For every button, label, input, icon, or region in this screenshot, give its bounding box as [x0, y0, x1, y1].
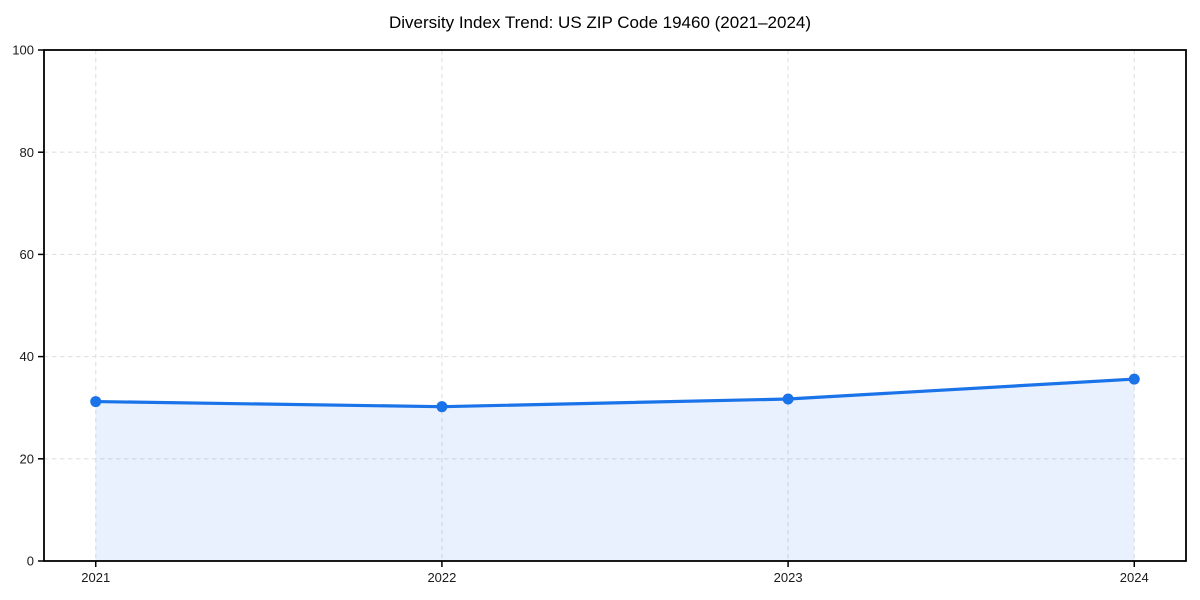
y-tick-label: 20	[20, 451, 34, 466]
data-point-marker	[90, 396, 102, 408]
area-fill	[95, 379, 1135, 561]
chart-title: Diversity Index Trend: US ZIP Code 19460…	[389, 13, 811, 32]
plot-border	[43, 49, 1187, 562]
series-line	[94, 377, 1136, 409]
data-line	[94, 377, 1136, 409]
x-tick-label: 2024	[1120, 570, 1149, 585]
y-tick-label: 40	[20, 349, 34, 364]
axis-tick-labels: 0 20 40 60 80 100 2021 2022 2023 2024	[12, 43, 1148, 585]
x-tick-label: 2021	[81, 570, 110, 585]
y-tick-label: 100	[12, 43, 34, 58]
data-point-marker	[1128, 373, 1140, 385]
y-tick-label: 60	[20, 247, 34, 262]
y-tick-label: 0	[27, 554, 34, 569]
y-tick-label: 80	[20, 145, 34, 160]
x-tick-label: 2022	[427, 570, 456, 585]
data-point-marker	[436, 401, 448, 413]
plot-spines	[43, 49, 1187, 562]
data-markers	[90, 373, 1140, 413]
x-tick-label: 2023	[774, 570, 803, 585]
area-fill-path	[95, 379, 1135, 561]
axis-ticks	[38, 49, 1136, 567]
data-point-marker	[782, 393, 794, 405]
